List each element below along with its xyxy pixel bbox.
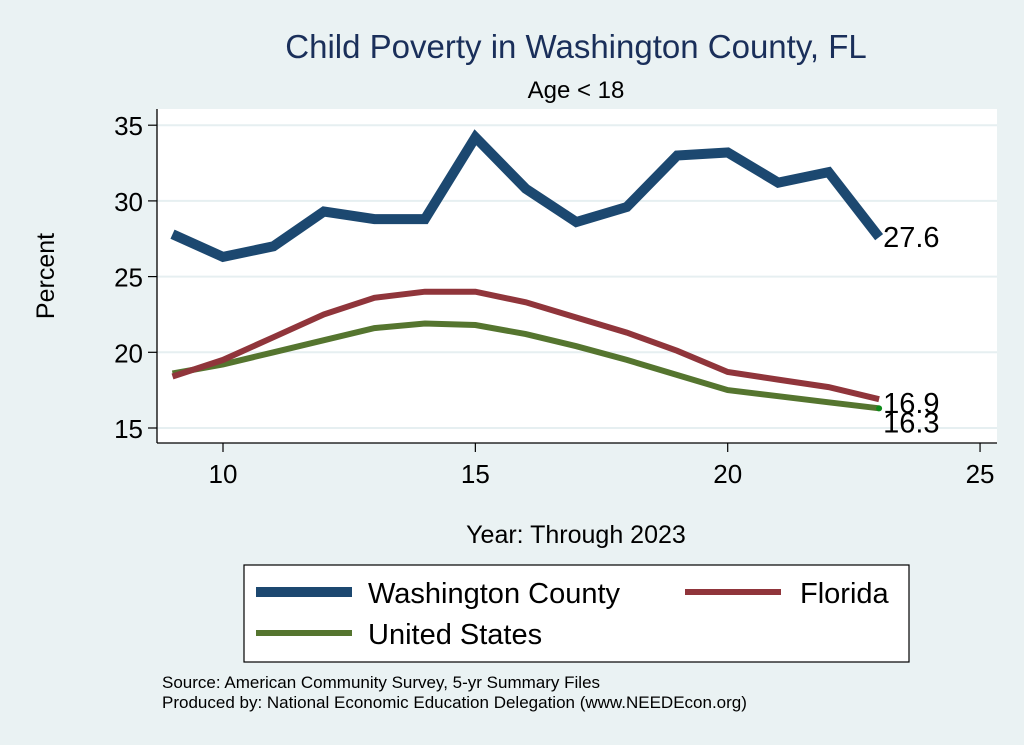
y-tick-label: 20 (114, 338, 143, 368)
x-tick-label: 15 (461, 459, 490, 489)
y-tick-label: 30 (114, 187, 143, 217)
y-axis-title: Percent (32, 233, 60, 319)
legend-box (243, 564, 910, 663)
end-label-united-states: 16.3 (883, 407, 939, 439)
chart-subtitle: Age < 18 (528, 77, 625, 104)
chart-title: Child Poverty in Washington County, FL (285, 28, 866, 65)
legend-label-florida: Florida (800, 578, 890, 610)
axes: 15 20 25 30 35 10 15 20 25 (114, 109, 997, 489)
series-line-florida (171, 288, 880, 403)
y-tick-label: 35 (114, 111, 143, 141)
x-tick-label: 10 (209, 459, 238, 489)
series-group (170, 129, 884, 412)
end-label-florida: 16.9 (883, 388, 939, 420)
y-tick-label: 25 (114, 263, 143, 293)
y-tick-label: 15 (114, 414, 143, 444)
gridlines (157, 124, 997, 429)
legend: Washington County Florida United States (243, 564, 910, 663)
series-line-united-states (171, 320, 880, 412)
end-label-washington-county: 27.6 (883, 222, 939, 254)
producer-note: Produced by: National Economic Education… (162, 693, 747, 712)
series-line-washington-county (170, 129, 884, 263)
x-axis-title: Year: Through 2023 (466, 521, 686, 549)
x-tick-label: 20 (713, 459, 742, 489)
source-note: Source: American Community Survey, 5-yr … (162, 673, 600, 692)
legend-label-washington-county: Washington County (368, 578, 621, 610)
us-end-marker (876, 405, 883, 412)
legend-label-united-states: United States (368, 619, 542, 651)
end-labels: 27.6 16.916.3 (883, 222, 939, 439)
x-tick-label: 25 (966, 459, 995, 489)
